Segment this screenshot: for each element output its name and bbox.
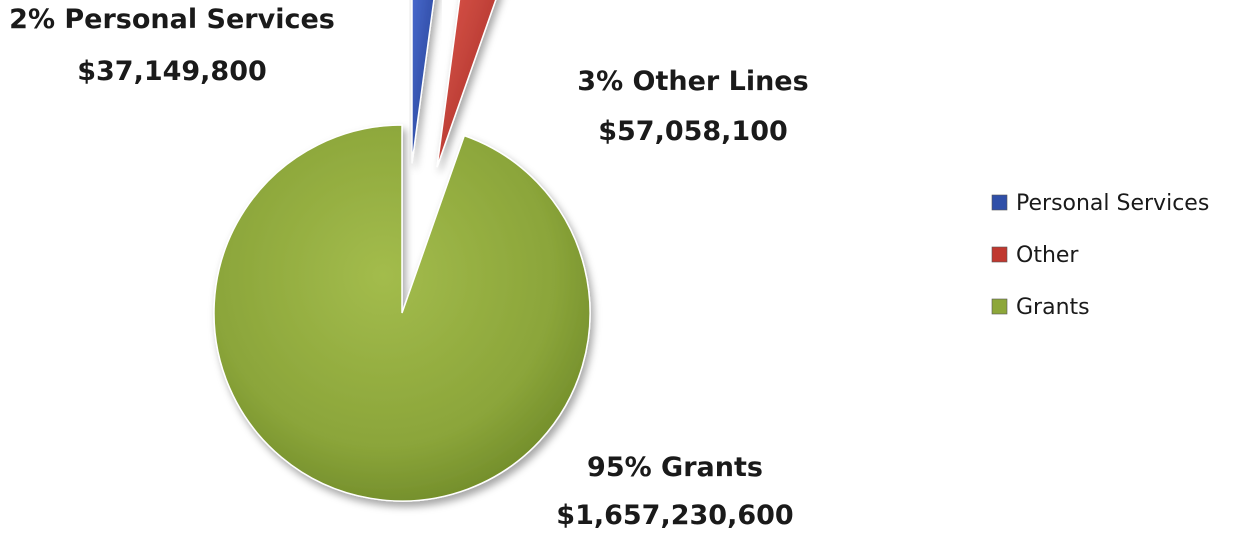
pie-slice-grants — [213, 124, 591, 502]
data-label-title-grants: 95% Grants — [587, 452, 763, 483]
data-label-title-personal-services: 2% Personal Services — [9, 4, 335, 35]
legend-label-grants: Grants — [1016, 295, 1090, 320]
legend-label-personal-services: Personal Services — [1016, 191, 1209, 216]
legend-swatch-personal-services — [991, 194, 1008, 211]
data-label-amount-grants: $1,657,230,600 — [556, 500, 793, 529]
pie-slice-other — [436, 0, 497, 168]
pie-slice-personal-services — [411, 0, 435, 164]
legend-swatch-grants — [991, 298, 1008, 315]
legend-swatch-other — [991, 246, 1008, 263]
legend-label-other: Other — [1016, 243, 1079, 268]
data-label-amount-other: $57,058,100 — [598, 116, 788, 147]
data-label-amount-personal-services: $37,149,800 — [77, 56, 267, 87]
data-label-title-other: 3% Other Lines — [577, 66, 808, 97]
